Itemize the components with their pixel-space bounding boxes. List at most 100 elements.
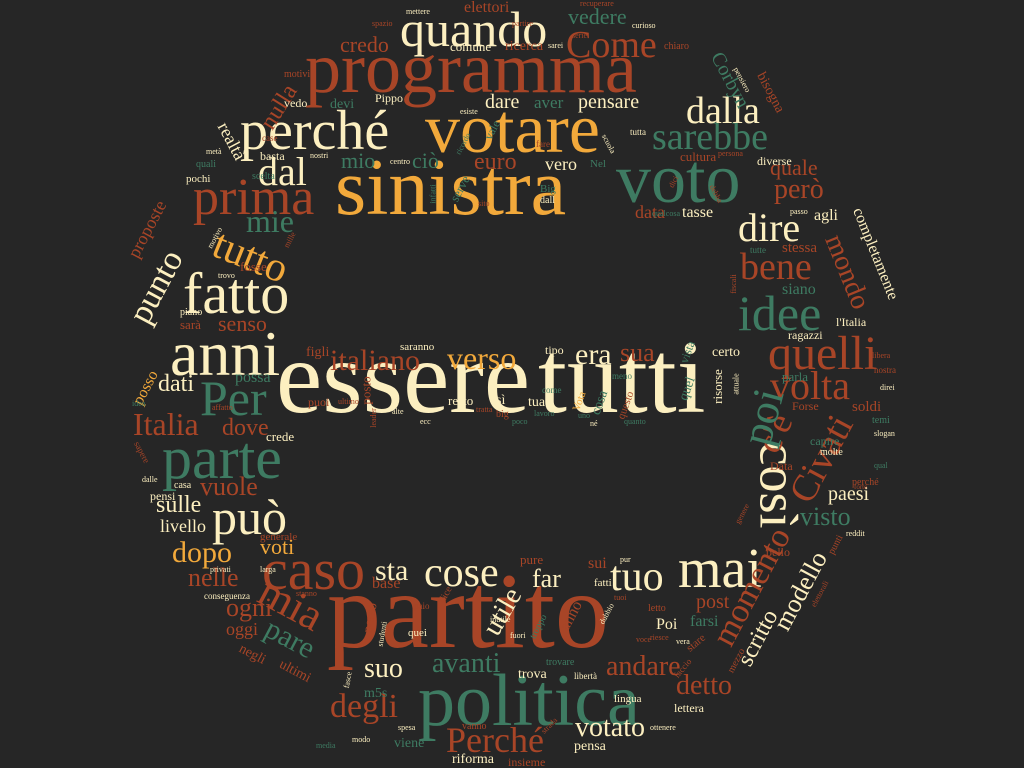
word-puoi: puoi <box>308 395 330 409</box>
word-far: far <box>532 564 561 593</box>
word-letto: letto <box>648 603 666 614</box>
word-pensi: pensi <box>150 489 176 503</box>
word-quanto: quanto <box>624 417 646 426</box>
word-nostri: nostri <box>310 151 329 160</box>
word-parla: parla <box>782 369 808 384</box>
word-vera: vera <box>676 637 690 646</box>
word-inutile: inutile <box>490 615 511 624</box>
word-ecc: ecc <box>420 417 431 426</box>
word-diverse: diverse <box>757 154 792 168</box>
word-verso: verso <box>447 340 517 376</box>
word-mai: mai <box>678 538 762 600</box>
word-meta: metà <box>206 147 222 156</box>
word-sui: sui <box>588 555 607 572</box>
word-attuale: attuale <box>731 373 741 395</box>
word-visto: visto <box>800 502 851 531</box>
word-trovo: trovo <box>218 271 235 280</box>
word-slogan: slogan <box>874 429 895 438</box>
word-quale: quale <box>770 155 818 180</box>
word-ragazzi: ragazzi <box>788 328 823 342</box>
word-infatti: infatti <box>428 184 438 204</box>
word-big: big <box>496 409 509 420</box>
word-litalia: l'Italia <box>836 315 867 329</box>
word-conseguenza: conseguenza <box>204 591 250 601</box>
word-dalle: dalle <box>142 475 158 484</box>
word-vedo: vedo <box>284 96 308 110</box>
word-ricerca: ricerca <box>505 39 544 54</box>
word-ultimo: ultimo <box>338 397 359 406</box>
word-tuo: tuo <box>610 554 664 600</box>
word-poco: poco <box>512 417 528 426</box>
word-pensa: pensa <box>574 739 606 754</box>
word-forse: Forse <box>792 399 819 413</box>
word-tipo: tipo <box>545 343 564 357</box>
word-nostra: nostra <box>874 365 896 375</box>
word-livello: livello <box>160 516 206 536</box>
word-mio: mio <box>341 148 376 173</box>
word-tua: tua <box>528 395 546 410</box>
word-mie: mie <box>246 203 294 239</box>
word-fatti: fatti <box>594 577 612 589</box>
word-saranno: saranno <box>400 341 435 353</box>
word-sulle: sulle <box>156 492 202 518</box>
word-agli: agli <box>814 207 838 224</box>
word-dalla: dalla <box>686 90 760 132</box>
word-paesi: paesi <box>828 483 870 505</box>
word-riesce: riesce <box>650 633 669 642</box>
word-suo: suo <box>364 653 403 684</box>
word-dare: dare <box>485 91 520 113</box>
word-idea: idea <box>132 399 146 408</box>
word-voce: voce <box>636 635 652 644</box>
word-tratta: tratta <box>476 405 493 414</box>
word-molte: molte <box>820 447 843 458</box>
word-politica: politica <box>418 660 640 742</box>
word-scelta: scelta <box>252 171 275 182</box>
word-andare: andare <box>606 651 681 682</box>
word-senso: senso <box>218 311 267 336</box>
word-esiste: esiste <box>460 107 478 116</box>
word-perche-cap: Perché <box>446 720 544 760</box>
word-capire: capire <box>810 434 840 448</box>
word-mettere: mettere <box>406 7 430 16</box>
word-pensare: pensare <box>578 91 640 113</box>
word-ne: né <box>590 419 598 428</box>
word-sua: sua <box>620 338 655 367</box>
word-poi-cap: Poi <box>656 616 678 633</box>
word-trova: trova <box>518 667 547 682</box>
word-vanno: vanno <box>462 721 487 732</box>
word-pippo: Pippo <box>375 91 404 105</box>
word-quelli: quelli <box>768 327 878 380</box>
word-lavoro: lavoro <box>534 409 555 418</box>
word-euro: euro <box>474 149 517 175</box>
word-pure: pure <box>520 552 544 567</box>
word-qual: qual <box>874 461 888 470</box>
word-italiano: italiano <box>330 344 420 377</box>
word-era: era <box>575 338 612 371</box>
word-paio: paio <box>414 601 430 611</box>
word-volta: volta <box>770 363 850 408</box>
word-fosse: fosse <box>240 259 267 274</box>
word-tutte: tutte <box>750 245 766 255</box>
word-negli: negli <box>236 641 269 668</box>
word-casa: casa <box>174 480 192 491</box>
word-votato: votato <box>575 712 645 743</box>
word-devi: devi <box>330 97 355 112</box>
word-sapere: sapere <box>132 439 152 465</box>
word-punti: punti <box>826 533 846 557</box>
word-case: case <box>262 133 278 143</box>
word-pochi: pochi <box>186 173 211 185</box>
word-dire: dire <box>738 205 801 250</box>
word-m5s: m5s <box>364 686 388 701</box>
word-detto: detto <box>676 670 732 701</box>
word-fiscali: fiscali <box>728 274 738 294</box>
word-generale: generale <box>260 531 298 543</box>
word-chiaro: chiaro <box>664 41 689 52</box>
word-programma: programma <box>305 28 637 108</box>
word-nel: Nel <box>590 158 606 170</box>
word-come-cap: Come <box>566 24 657 66</box>
word-partito: partito <box>327 552 609 671</box>
word-voto: voto <box>616 141 741 218</box>
word-essere: essere <box>276 320 531 435</box>
word-sara: sarà <box>180 317 201 332</box>
